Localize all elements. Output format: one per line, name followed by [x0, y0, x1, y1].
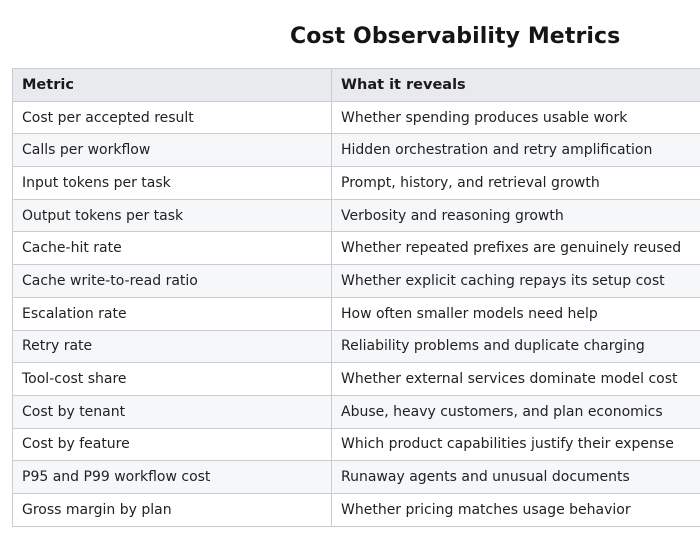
- page-title: Cost Observability Metrics: [290, 24, 621, 49]
- metric-cell: Cache-hit rate: [12, 231, 332, 266]
- table-row: Cache write-to-read ratio Whether explic…: [12, 264, 700, 298]
- metric-cell: P95 and P99 workflow cost: [12, 460, 332, 494]
- column-header-metric: Metric: [12, 68, 332, 102]
- table-row: P95 and P99 workflow cost Runaway agents…: [12, 460, 700, 494]
- metrics-table: Metric What it reveals Cost per accepted…: [12, 68, 700, 527]
- metric-cell: Tool-cost share: [12, 362, 332, 396]
- metric-cell: Escalation rate: [12, 296, 332, 331]
- reveals-cell: Which product capabilities justify their…: [331, 427, 700, 462]
- metric-cell: Gross margin by plan: [12, 492, 332, 527]
- table-row: Cost by tenant Abuse, heavy customers, a…: [12, 394, 700, 429]
- metric-cell: Cache write-to-read ratio: [12, 264, 332, 298]
- metric-cell: Cost by tenant: [12, 394, 332, 429]
- table-row: Cache-hit rate Whether repeated prefixes…: [12, 231, 700, 266]
- metric-cell: Output tokens per task: [12, 198, 332, 233]
- reveals-cell: Whether spending produces usable work: [331, 100, 700, 135]
- reveals-cell: Runaway agents and unusual documents: [331, 460, 700, 494]
- table-row: Output tokens per task Verbosity and rea…: [12, 198, 700, 233]
- reveals-cell: Reliability problems and duplicate charg…: [331, 329, 700, 364]
- table-row: Cost by feature Which product capabiliti…: [12, 427, 700, 462]
- table-row: Calls per workflow Hidden orchestration …: [12, 133, 700, 168]
- metric-cell: Cost per accepted result: [12, 100, 332, 135]
- reveals-cell: Whether explicit caching repays its setu…: [331, 264, 700, 298]
- metric-cell: Input tokens per task: [12, 166, 332, 200]
- table-row: Escalation rate How often smaller models…: [12, 296, 700, 331]
- reveals-cell: How often smaller models need help: [331, 296, 700, 331]
- metric-cell: Retry rate: [12, 329, 332, 364]
- table-row: Input tokens per task Prompt, history, a…: [12, 166, 700, 200]
- metric-cell: Calls per workflow: [12, 133, 332, 168]
- table-row: Cost per accepted result Whether spendin…: [12, 100, 700, 135]
- reveals-cell: Verbosity and reasoning growth: [331, 198, 700, 233]
- table-row: Gross margin by plan Whether pricing mat…: [12, 492, 700, 527]
- reveals-cell: Prompt, history, and retrieval growth: [331, 166, 700, 200]
- reveals-cell: Whether pricing matches usage behavior: [331, 492, 700, 527]
- reveals-cell: Hidden orchestration and retry amplifica…: [331, 133, 700, 168]
- table-row: Retry rate Reliability problems and dupl…: [12, 329, 700, 364]
- reveals-cell: Abuse, heavy customers, and plan economi…: [331, 394, 700, 429]
- column-header-what-it-reveals: What it reveals: [331, 68, 700, 102]
- table-header-row: Metric What it reveals: [12, 68, 700, 102]
- metric-cell: Cost by feature: [12, 427, 332, 462]
- reveals-cell: Whether external services dominate model…: [331, 362, 700, 396]
- reveals-cell: Whether repeated prefixes are genuinely …: [331, 231, 700, 266]
- table-row: Tool-cost share Whether external service…: [12, 362, 700, 396]
